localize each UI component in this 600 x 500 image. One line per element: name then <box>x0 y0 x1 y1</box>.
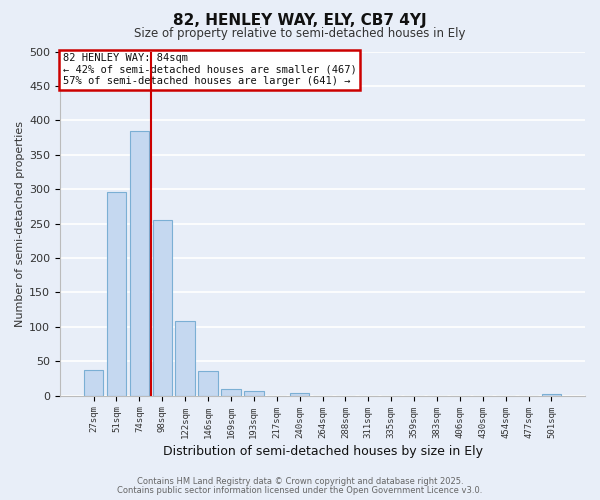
X-axis label: Distribution of semi-detached houses by size in Ely: Distribution of semi-detached houses by … <box>163 444 482 458</box>
Bar <box>290 393 310 396</box>
Bar <box>542 394 561 396</box>
Bar <box>107 192 126 396</box>
Y-axis label: Number of semi-detached properties: Number of semi-detached properties <box>15 120 25 326</box>
Text: 82 HENLEY WAY: 84sqm
← 42% of semi-detached houses are smaller (467)
57% of semi: 82 HENLEY WAY: 84sqm ← 42% of semi-detac… <box>62 53 356 86</box>
Text: Size of property relative to semi-detached houses in Ely: Size of property relative to semi-detach… <box>134 28 466 40</box>
Bar <box>152 220 172 396</box>
Bar <box>175 322 195 396</box>
Text: Contains HM Land Registry data © Crown copyright and database right 2025.: Contains HM Land Registry data © Crown c… <box>137 477 463 486</box>
Bar <box>221 388 241 396</box>
Text: 82, HENLEY WAY, ELY, CB7 4YJ: 82, HENLEY WAY, ELY, CB7 4YJ <box>173 12 427 28</box>
Bar <box>244 392 263 396</box>
Text: Contains public sector information licensed under the Open Government Licence v3: Contains public sector information licen… <box>118 486 482 495</box>
Bar <box>84 370 103 396</box>
Bar <box>130 130 149 396</box>
Bar <box>199 371 218 396</box>
